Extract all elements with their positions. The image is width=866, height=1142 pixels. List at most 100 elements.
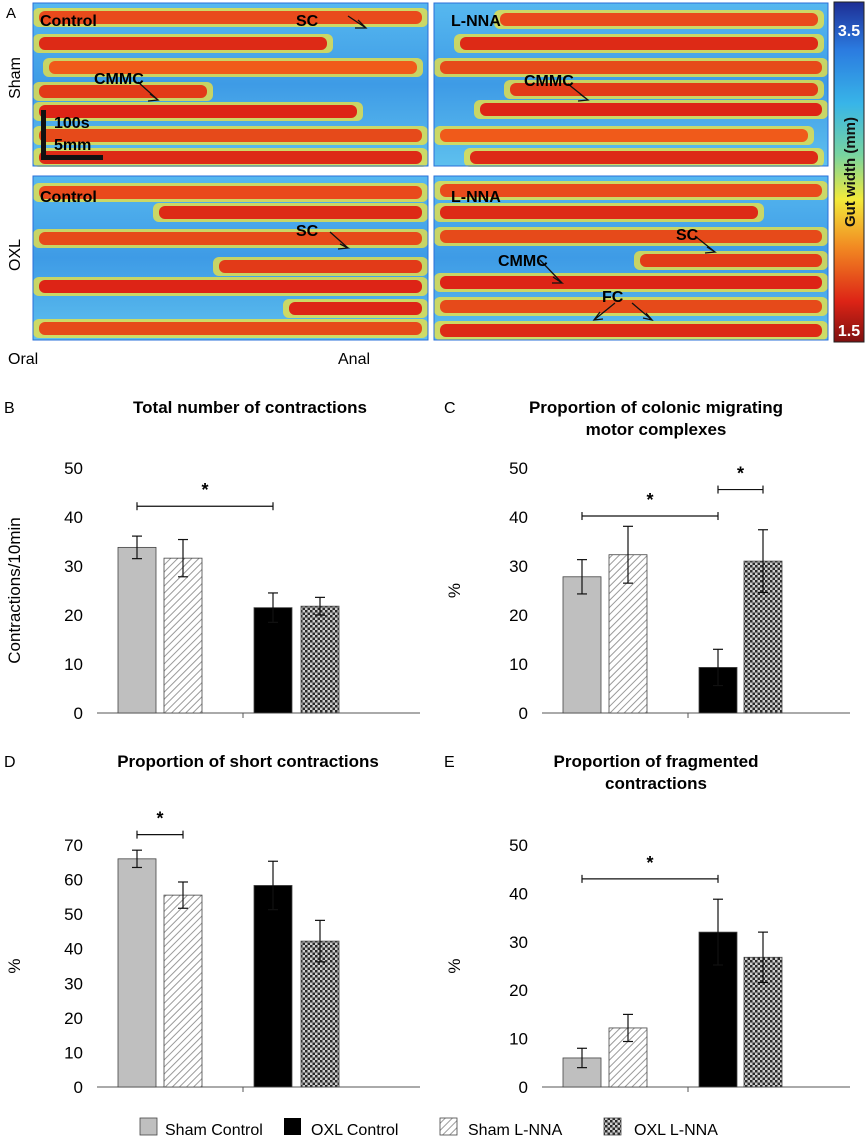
y-tick-label: 0 [74,704,83,723]
significance-star: * [737,464,744,484]
heatmap-frame [433,175,829,341]
legend: Sham Control OXL Control Sham L-NNA OXL … [139,1117,718,1139]
y-tick-label: 30 [64,557,83,576]
error-bar [132,849,142,869]
legend-label-sham-control: Sham Control [165,1122,263,1139]
contraction-band [434,321,828,340]
significance-bracket [581,512,719,521]
chart-title: Total number of contractions [133,398,367,417]
y-tick-label: 30 [64,974,83,993]
chart-title: motor complexes [586,420,727,439]
heatmap-sham-control [32,2,429,167]
significance-star: * [646,490,653,510]
contraction-band [33,82,213,101]
y-tick-label: 50 [509,836,528,855]
legend-swatch-oxl-control [284,1118,301,1135]
y-tick-label: 30 [509,933,528,952]
contraction-band [504,80,824,99]
axis-label-oral: Oral [8,351,38,368]
error-bar [315,596,325,616]
y-tick-label: 40 [509,508,528,527]
heatmap-title-sham-lnna: L-NNA [451,13,501,30]
y-tick-label: 20 [64,606,83,625]
chart-e-fragmented-contractions: Proportion of fragmented contractions% 0 10… [445,752,850,1097]
error-bar [132,535,142,560]
y-tick-label: 20 [64,1009,83,1028]
error-bar [315,919,325,963]
legend-label-oxl-control: OXL Control [311,1122,398,1139]
heatmap-sham-lnna [433,2,829,167]
contraction-band [33,319,428,338]
bar [300,940,340,1088]
colorbar [833,1,865,343]
heatmap-oxl-lnna [433,175,829,341]
chart-b-total-contractions: Total number of contractions Contractions… [5,398,420,723]
contraction-band [33,183,428,202]
y-tick-label: 30 [509,557,528,576]
y-tick-label: 70 [64,836,83,855]
annotation-arrows [137,15,717,322]
chart-title: Proportion of fragmented [554,752,759,771]
error-bar [577,559,587,595]
bar [163,894,203,1088]
y-tick-label: 10 [64,1043,83,1062]
axis-label-anal: Anal [338,351,370,368]
contraction-band [434,126,814,145]
legend-swatch-sham-lnna [439,1117,458,1136]
contraction-band [33,126,428,145]
contraction-band [434,273,828,292]
panel-letter-e: E [444,754,455,771]
contraction-band [33,229,428,248]
significance-bracket [717,485,764,494]
y-tick-label: 40 [509,884,528,903]
error-bar [713,898,723,966]
heatmap-title-oxl-lnna: L-NNA [451,189,501,206]
contraction-band [33,277,428,296]
chart-title: contractions [605,774,707,793]
significance-bracket [581,874,719,883]
chart-title: Proportion of colonic migrating [529,398,783,417]
colorbar-label: Gut width (mm) [842,117,859,227]
annotation-sc-oxl-control: SC [296,223,319,240]
significance-star: * [201,480,208,500]
error-bar [623,525,633,584]
contraction-band [43,58,423,77]
error-bar [268,860,278,911]
panel-a: A Sham OXL Control L-NNA Control L-NNA S… [6,1,865,368]
heatmap-frame [433,2,829,167]
panel-letter-c: C [444,400,456,417]
significance-bracket [136,830,184,839]
contraction-band [153,203,428,222]
annotation-fc-oxl-lnna: FC [602,289,624,306]
row-label-sham: Sham [7,57,24,99]
error-bar [758,931,768,984]
significance-star: * [646,853,653,873]
contraction-band [434,297,828,316]
y-tick-label: 40 [64,940,83,959]
y-tick-label: 20 [509,981,528,1000]
scale-bar-length: 5mm [54,137,91,154]
y-tick-label: 10 [509,655,528,674]
contraction-band [33,8,428,27]
contraction-band [33,148,428,167]
panel-letters: B C D E [4,400,456,771]
y-tick-label: 20 [509,606,528,625]
contraction-band [434,203,764,222]
y-axis-label: % [5,958,24,973]
contraction-band [283,299,428,318]
bar [253,885,293,1088]
annotation-cmmc-oxl-lnna: CMMC [498,253,548,270]
y-tick-label: 50 [64,459,83,478]
bar [117,546,157,714]
contraction-band [434,58,828,77]
contraction-band [474,100,828,119]
y-tick-label: 0 [519,1078,528,1097]
heatmap-frame [32,175,429,341]
error-bar [178,538,188,578]
bar [562,576,602,714]
significance-star: * [156,809,163,829]
contraction-band [434,227,828,246]
y-axis-label: % [445,583,464,598]
y-tick-label: 10 [64,655,83,674]
